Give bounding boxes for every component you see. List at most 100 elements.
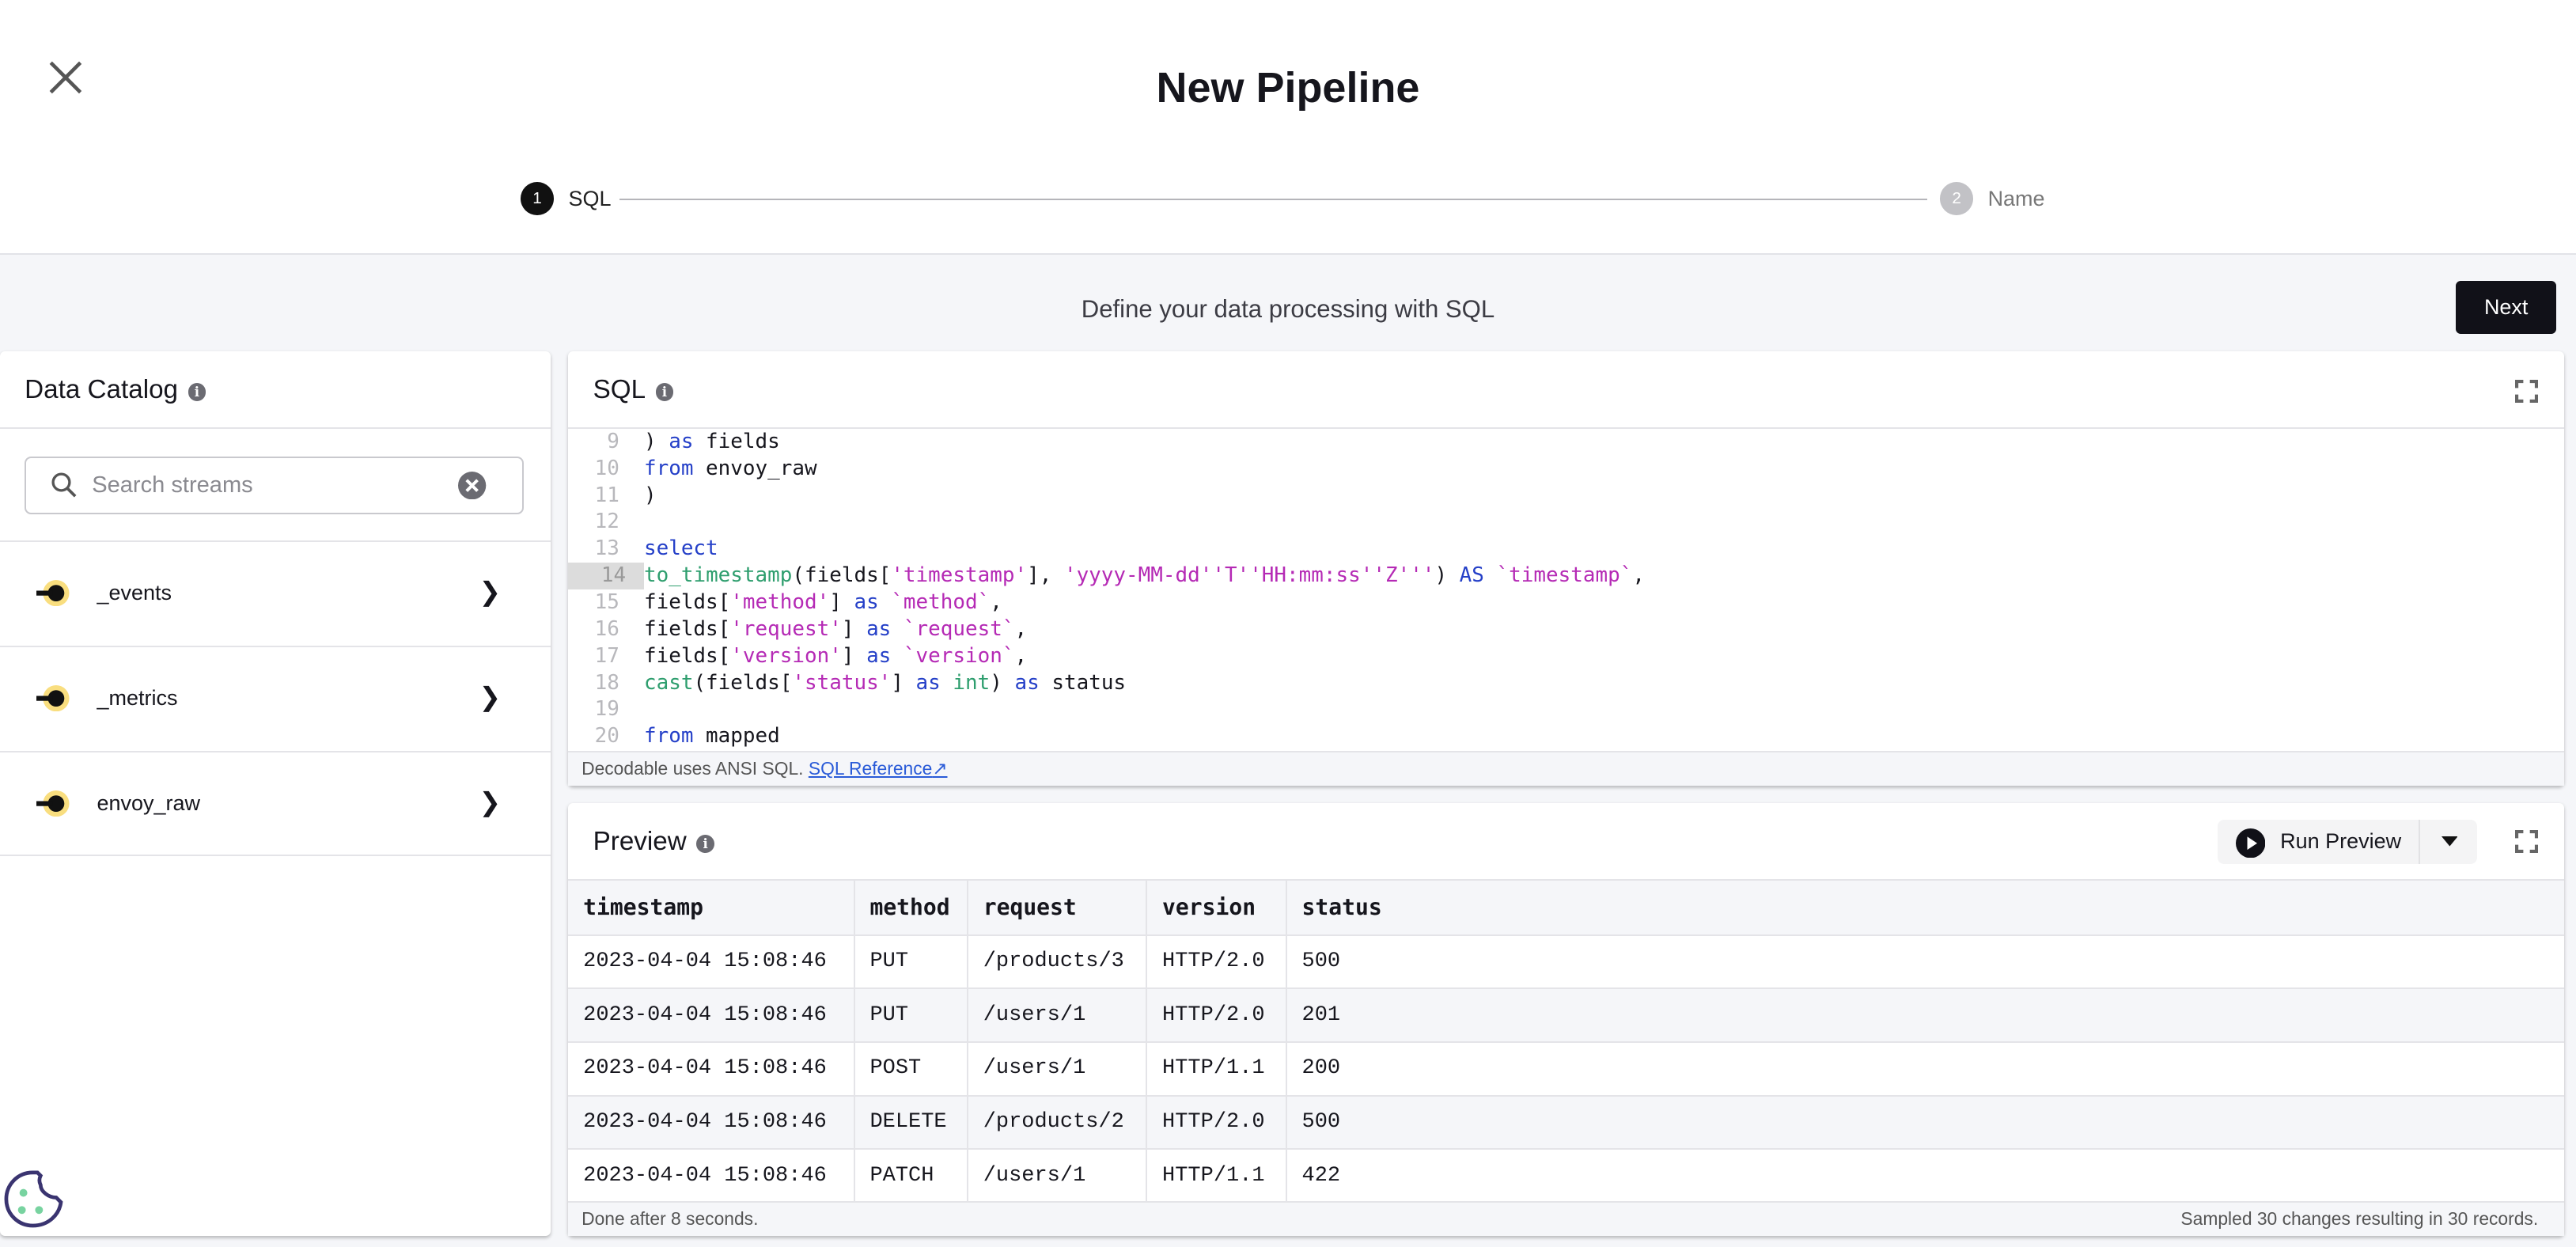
stream-item-metrics[interactable]: _metrics ❯ — [0, 646, 551, 751]
search-icon — [51, 472, 77, 498]
cell-timestamp: 2023-04-04 15:08:46 — [568, 934, 855, 989]
step-2-label: Name — [1987, 186, 2045, 210]
line-number: 11 — [594, 483, 619, 507]
stream-name: envoy_raw — [97, 790, 201, 815]
run-preview-button-group: Run Preview — [2218, 820, 2478, 865]
divider — [2418, 820, 2420, 865]
info-icon[interactable]: i — [188, 383, 206, 402]
table-row: 2023-04-04 15:08:46 PATCH/users/1 HTTP/1.1… — [568, 1148, 2565, 1203]
cell-status: 201 — [1286, 987, 2565, 1042]
info-icon[interactable]: i — [655, 383, 674, 402]
cell-request: /products/3 — [968, 934, 1148, 989]
step-1-number: 1 — [521, 182, 554, 215]
step-1-label: SQL — [568, 186, 612, 210]
run-preview-button[interactable]: Run Preview — [2218, 820, 2418, 864]
stream-icon — [36, 579, 70, 607]
code-line: 11) — [568, 483, 2564, 510]
code-text: fields['version'] as `version`, — [643, 643, 1028, 668]
stream-name: _metrics — [97, 685, 178, 710]
clear-search-icon[interactable] — [458, 471, 487, 500]
table-row: 2023-04-04 15:08:46 POST/users/1 HTTP/1.1 2… — [568, 1040, 2565, 1096]
top-bar: New Pipeline 1 SQL 2 Name — [0, 0, 2576, 255]
stream-item-events[interactable]: _events ❯ — [0, 540, 551, 646]
cell-timestamp: 2023-04-04 15:08:46 — [568, 1148, 855, 1203]
column-header-status[interactable]: status — [1286, 881, 2565, 935]
stream-icon — [36, 684, 70, 712]
code-line: 12 — [568, 509, 2564, 536]
line-number: 13 — [594, 536, 619, 561]
preview-status: Done after 8 seconds. — [581, 1207, 759, 1229]
line-number: 19 — [594, 697, 619, 722]
close-icon[interactable] — [46, 58, 85, 97]
column-header-timestamp[interactable]: timestamp — [568, 881, 855, 935]
search-input[interactable] — [92, 469, 421, 502]
cell-method: PATCH — [854, 1148, 969, 1203]
stream-icon — [36, 790, 70, 817]
line-number: 12 — [594, 510, 619, 534]
code-line: 17 fields['version'] as `version`, — [568, 643, 2564, 670]
stream-item-envoy-raw[interactable]: envoy_raw ❯ — [0, 750, 551, 856]
stream-name: _events — [97, 580, 172, 605]
cell-status: 200 — [1286, 1040, 2565, 1096]
line-number: 18 — [594, 670, 619, 695]
expand-icon[interactable] — [2515, 829, 2539, 853]
cell-method: PUT — [854, 934, 969, 989]
sql-header: SQL i — [568, 351, 2565, 429]
line-number: 9 — [607, 429, 619, 453]
code-text: select — [643, 536, 718, 561]
table-row: 2023-04-04 15:08:46 PUT/products/3 HTTP/2.… — [568, 934, 2565, 989]
chevron-right-icon: ❯ — [479, 682, 502, 712]
code-line: 13 select — [568, 536, 2564, 563]
cell-timestamp: 2023-04-04 15:08:46 — [568, 1040, 855, 1096]
catalog-title: Data Catalog — [25, 375, 179, 405]
cookie-icon[interactable] — [2, 1168, 64, 1230]
cell-version: HTTP/2.0 — [1146, 987, 1287, 1042]
column-header-request[interactable]: request — [968, 881, 1148, 935]
table-row: 2023-04-04 15:08:46 PUT/users/1 HTTP/2.0 20… — [568, 987, 2565, 1042]
run-preview-label: Run Preview — [2280, 828, 2402, 853]
sql-reference-link[interactable]: SQL Reference↗ — [809, 758, 948, 779]
cell-version: HTTP/2.0 — [1146, 934, 1287, 989]
expand-icon[interactable] — [2515, 379, 2539, 403]
caret-down-icon[interactable] — [2441, 836, 2458, 848]
data-catalog-panel: Data Catalog i _events ❯ _metrics ❯ envoy… — [0, 351, 551, 1236]
cell-version: HTTP/1.1 — [1146, 1148, 1287, 1203]
cell-version: HTTP/2.0 — [1146, 1094, 1287, 1150]
code-text: fields['request'] as `request`, — [643, 616, 1028, 641]
column-header-method[interactable]: method — [854, 881, 969, 935]
line-number: 20 — [594, 724, 619, 749]
table-row: 2023-04-04 15:08:46 DELETE/products/2 HTTP… — [568, 1094, 2565, 1150]
preview-title-wrap: Preview i — [593, 826, 715, 858]
sql-footer: Decodable uses ANSI SQL. SQL Reference↗ — [568, 750, 2565, 786]
line-number: 10 — [594, 456, 619, 480]
next-button[interactable]: Next — [2456, 281, 2557, 334]
sql-panel: SQL i 9) as fields 10 from envoy_raw 11) 12 13… — [568, 351, 2565, 786]
line-number: 16 — [594, 616, 619, 641]
play-icon — [2236, 828, 2266, 858]
subheader-text: Define your data processing with SQL — [1081, 294, 1495, 323]
table-body: 2023-04-04 15:08:46 PUT/products/3 HTTP/2.… — [568, 934, 2565, 1203]
code-line: 15 fields['method'] as `method`, — [568, 589, 2564, 616]
step-2-number: 2 — [1940, 182, 1973, 215]
search-streams-field[interactable] — [25, 457, 525, 514]
cell-status: 500 — [1286, 934, 2565, 989]
preview-table: timestamp method request version status 2023… — [568, 881, 2565, 1203]
code-line: 16 fields['request'] as `request`, — [568, 616, 2564, 643]
catalog-title-wrap: Data Catalog i — [25, 374, 206, 406]
line-number: 14 — [568, 563, 644, 590]
cell-request: /users/1 — [968, 1040, 1148, 1096]
cell-status: 500 — [1286, 1094, 2565, 1150]
code-text: ) as fields — [643, 429, 780, 453]
cell-request: /users/1 — [968, 1148, 1148, 1203]
sql-reference-link-text[interactable]: SQL Reference — [808, 757, 933, 779]
info-icon[interactable]: i — [696, 835, 715, 854]
cell-timestamp: 2023-04-04 15:08:46 — [568, 1094, 855, 1150]
preview-sample-info: Sampled 30 changes resulting in 30 recor… — [2180, 1207, 2539, 1229]
cell-method: PUT — [854, 987, 969, 1042]
column-header-version[interactable]: version — [1146, 881, 1287, 935]
sql-editor[interactable]: 9) as fields 10 from envoy_raw 11) 12 13 selec… — [568, 430, 2564, 749]
chevron-right-icon: ❯ — [479, 787, 502, 817]
code-text: from mapped — [643, 724, 780, 749]
sql-title-wrap: SQL i — [593, 374, 674, 406]
